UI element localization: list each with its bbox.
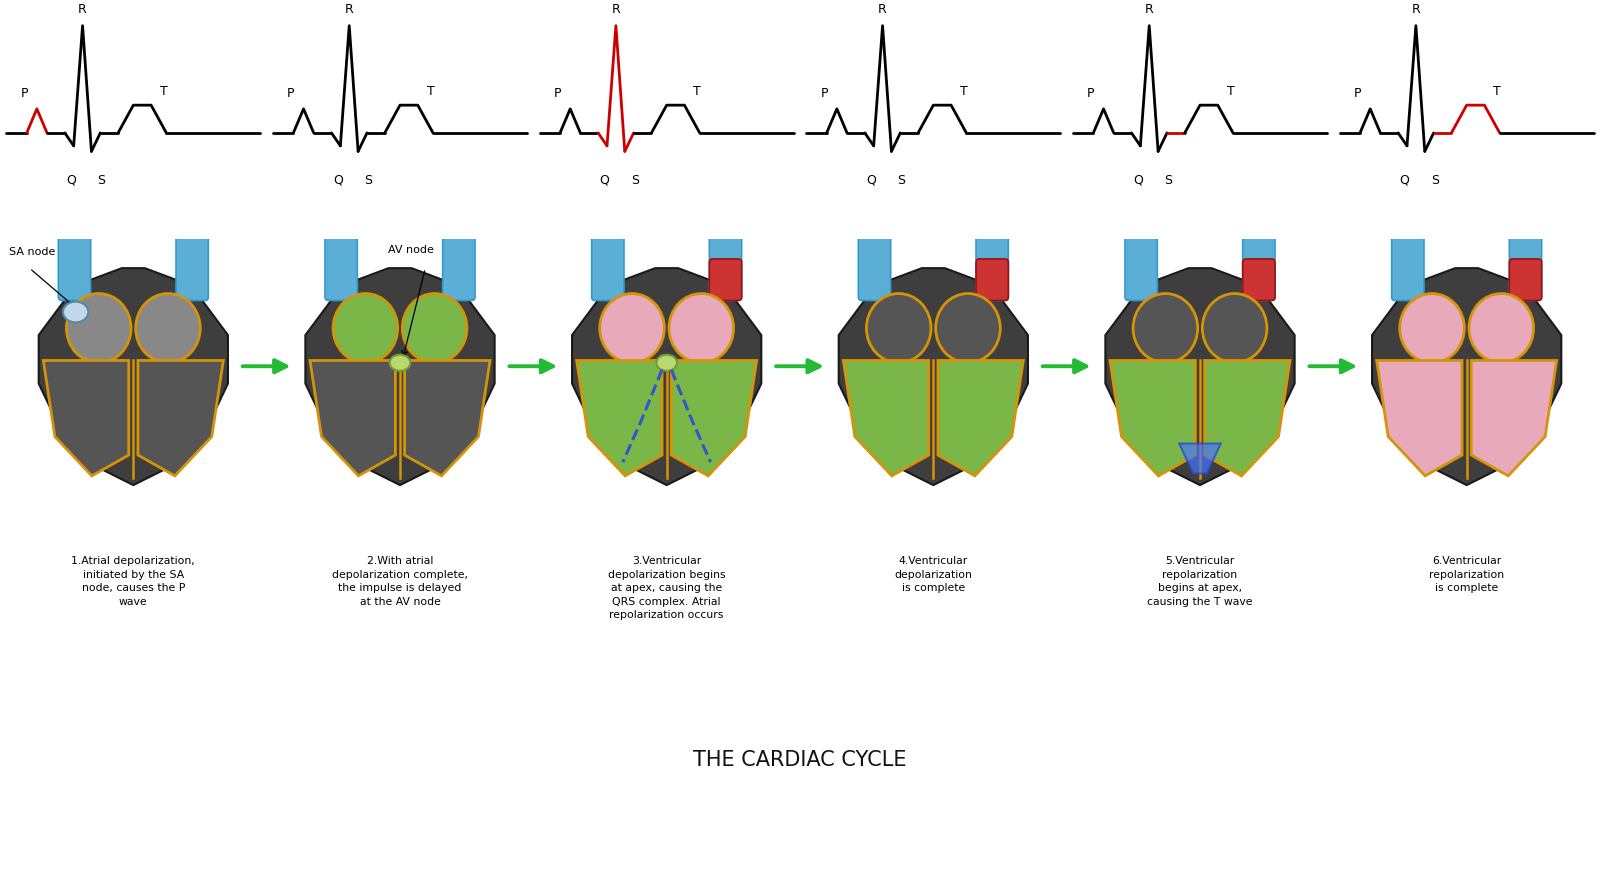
Text: dreamstime.com: dreamstime.com [48, 826, 166, 840]
Text: S: S [1165, 174, 1173, 187]
Polygon shape [573, 269, 762, 485]
FancyBboxPatch shape [976, 259, 1008, 301]
Text: R: R [1411, 3, 1421, 17]
Text: T: T [160, 85, 168, 98]
FancyBboxPatch shape [976, 230, 1008, 301]
Text: Q: Q [333, 174, 342, 187]
Text: 6.Ventricular
repolarization
is complete: 6.Ventricular repolarization is complete [1429, 556, 1504, 593]
Text: S: S [1430, 174, 1438, 187]
Text: S: S [98, 174, 106, 187]
FancyBboxPatch shape [58, 230, 91, 301]
Text: 2.With atrial
depolarization complete,
the impulse is delayed
at the AV node: 2.With atrial depolarization complete, t… [331, 556, 467, 607]
Polygon shape [576, 360, 662, 476]
Text: P: P [821, 86, 827, 99]
Text: S: S [365, 174, 373, 187]
Text: 5.Ventricular
repolarization
begins at apex,
causing the T wave: 5.Ventricular repolarization begins at a… [1147, 556, 1253, 607]
Polygon shape [672, 360, 757, 476]
FancyBboxPatch shape [176, 230, 208, 301]
Text: R: R [346, 3, 354, 17]
Ellipse shape [136, 294, 200, 363]
FancyBboxPatch shape [1509, 259, 1542, 301]
Text: T: T [693, 85, 701, 98]
Polygon shape [405, 360, 490, 476]
Text: P: P [286, 86, 294, 99]
Ellipse shape [333, 294, 398, 363]
FancyBboxPatch shape [325, 230, 357, 301]
Polygon shape [43, 360, 128, 476]
Polygon shape [1205, 360, 1290, 476]
Text: S: S [630, 174, 638, 187]
FancyBboxPatch shape [1243, 230, 1275, 301]
Text: P: P [21, 86, 27, 99]
Polygon shape [1106, 269, 1294, 485]
Polygon shape [938, 360, 1024, 476]
Ellipse shape [67, 294, 131, 363]
FancyBboxPatch shape [858, 230, 891, 301]
Ellipse shape [62, 302, 88, 323]
Ellipse shape [936, 294, 1000, 363]
Ellipse shape [390, 355, 410, 371]
Ellipse shape [656, 355, 677, 371]
FancyBboxPatch shape [592, 230, 624, 301]
Text: Q: Q [866, 174, 877, 187]
Text: S: S [898, 174, 906, 187]
FancyBboxPatch shape [709, 230, 742, 301]
Polygon shape [1376, 360, 1462, 476]
Ellipse shape [600, 294, 664, 363]
Polygon shape [1373, 269, 1562, 485]
Text: T: T [427, 85, 434, 98]
Ellipse shape [1133, 294, 1198, 363]
FancyBboxPatch shape [443, 230, 475, 301]
Text: T: T [960, 85, 968, 98]
Text: T: T [1493, 85, 1501, 98]
Ellipse shape [1469, 294, 1533, 363]
Polygon shape [306, 269, 494, 485]
Polygon shape [1110, 360, 1195, 476]
FancyBboxPatch shape [1509, 230, 1542, 301]
Ellipse shape [1202, 294, 1267, 363]
Polygon shape [838, 269, 1027, 485]
FancyBboxPatch shape [709, 259, 742, 301]
Polygon shape [843, 360, 928, 476]
Text: P: P [1354, 86, 1362, 99]
Text: Q: Q [1133, 174, 1142, 187]
Text: SA node: SA node [8, 248, 54, 257]
Text: R: R [611, 3, 621, 17]
Text: R: R [78, 3, 86, 17]
Polygon shape [1179, 444, 1221, 473]
Polygon shape [138, 360, 224, 476]
Text: THE CARDIAC CYCLE: THE CARDIAC CYCLE [693, 750, 907, 770]
Text: 4.Ventricular
depolarization
is complete: 4.Ventricular depolarization is complete [894, 556, 973, 593]
Text: Q: Q [66, 174, 77, 187]
Ellipse shape [669, 294, 733, 363]
Ellipse shape [402, 294, 467, 363]
Ellipse shape [867, 294, 931, 363]
FancyBboxPatch shape [1392, 230, 1424, 301]
Text: 1.Atrial depolarization,
initiated by the SA
node, causes the P
wave: 1.Atrial depolarization, initiated by th… [72, 556, 195, 607]
FancyBboxPatch shape [1125, 230, 1157, 301]
Polygon shape [1472, 360, 1557, 476]
Text: 3.Ventricular
depolarization begins
at apex, causing the
QRS complex. Atrial
rep: 3.Ventricular depolarization begins at a… [608, 556, 725, 620]
Text: R: R [1146, 3, 1154, 17]
Text: AV node: AV node [389, 245, 434, 255]
FancyBboxPatch shape [1243, 259, 1275, 301]
Text: R: R [878, 3, 886, 17]
Text: ID 193685458 © Anatoly Shevkunov: ID 193685458 © Anatoly Shevkunov [1298, 826, 1552, 840]
Text: P: P [1086, 86, 1094, 99]
Ellipse shape [1400, 294, 1464, 363]
Text: Q: Q [600, 174, 610, 187]
Polygon shape [38, 269, 227, 485]
Polygon shape [310, 360, 395, 476]
Text: Q: Q [1400, 174, 1410, 187]
Text: P: P [554, 86, 562, 99]
Text: T: T [1227, 85, 1234, 98]
